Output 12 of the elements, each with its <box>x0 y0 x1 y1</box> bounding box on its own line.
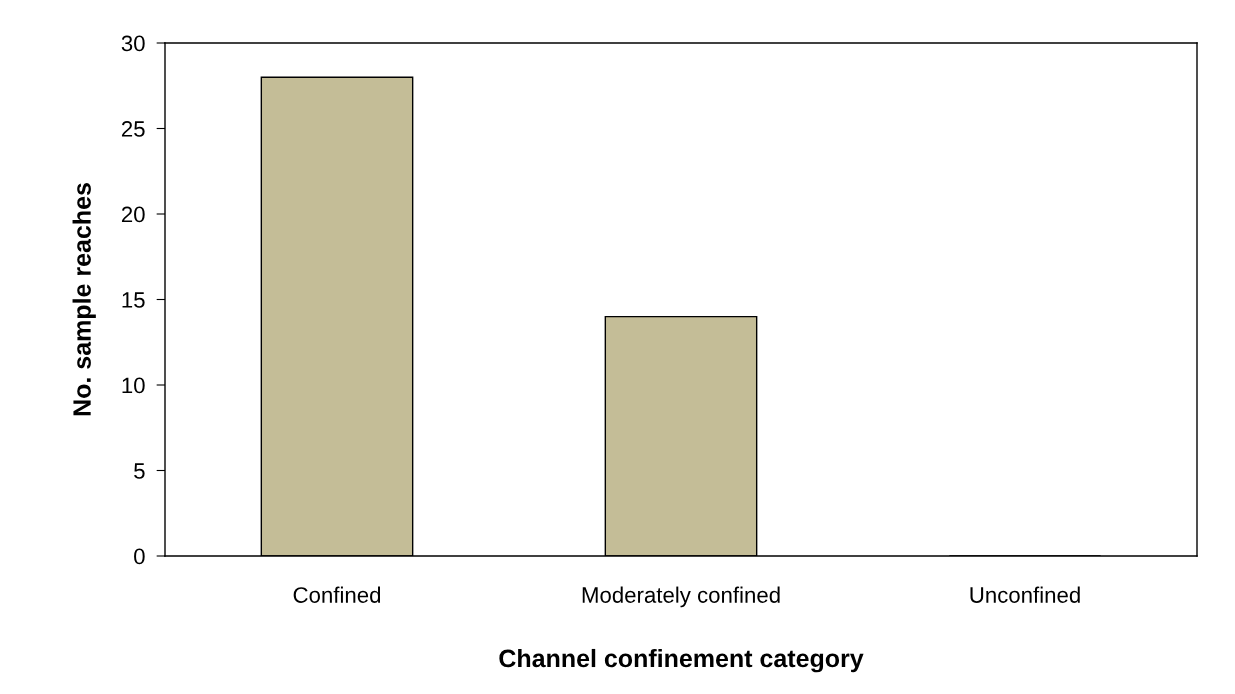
y-tick-label: 0 <box>134 548 145 565</box>
y-tick-label: 30 <box>121 35 145 52</box>
y-tick-label: 5 <box>134 463 145 479</box>
y-axis-title: No. sample reaches <box>72 183 96 416</box>
y-tick-label: 20 <box>121 206 145 223</box>
y-tick-label: 10 <box>122 377 145 394</box>
x-axis-title: Channel confinement category <box>499 648 864 673</box>
y-tick-label: 25 <box>121 121 145 137</box>
x-tick-label: Moderately confined <box>582 586 780 608</box>
x-tick-label: Confined <box>293 586 381 603</box>
y-tick-label: 15 <box>122 292 145 308</box>
x-tick-label: Unconfined <box>970 586 1080 603</box>
